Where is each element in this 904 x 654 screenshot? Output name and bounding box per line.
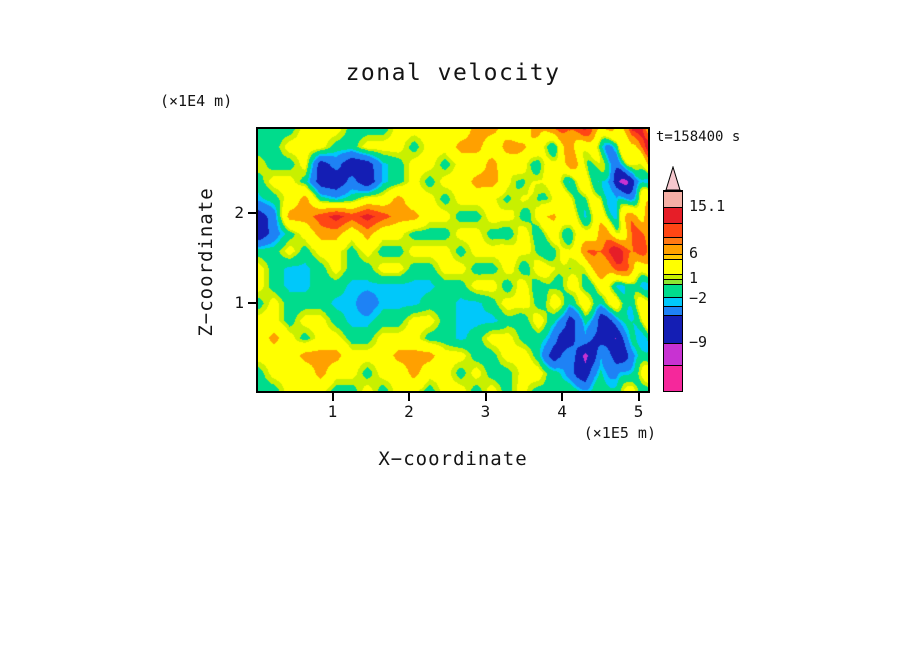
colorbar-segment (664, 207, 682, 223)
y-axis-units: (×1E4 m) (160, 92, 233, 110)
x-axis-label: X−coordinate (378, 448, 528, 470)
colorbar-segment (664, 343, 682, 365)
x-axis-tick (637, 393, 640, 401)
x-tick-label: 2 (404, 402, 414, 421)
colorbar-segment (664, 244, 682, 254)
colorbar-segment (664, 191, 682, 207)
colorbar-segment (664, 274, 682, 279)
timestamp-label: t=158400 s (656, 129, 741, 145)
colorbar-tick-label: −2 (689, 289, 708, 307)
colorbar-tick-label: −9 (689, 333, 708, 351)
x-axis-tick (561, 393, 564, 401)
y-axis-label: Z−coordinate (195, 187, 217, 337)
plot-area (256, 127, 650, 393)
colorbar-tick-label: 1 (689, 269, 699, 287)
x-tick-label: 5 (633, 402, 644, 421)
x-axis-tick (484, 393, 487, 401)
colorbar-segment (664, 259, 682, 274)
x-axis-units: (×1E5 m) (583, 424, 656, 442)
colorbar-tick-label: 15.1 (689, 197, 726, 215)
colorbar-segment (664, 284, 682, 297)
x-tick-label: 4 (557, 402, 567, 421)
colorbar-scale (663, 190, 683, 392)
colorbar: 15.1 6 1 −2 −9 (663, 166, 733, 396)
colorbar-segment (664, 297, 682, 306)
colorbar-tick-label: 6 (689, 244, 699, 262)
y-axis-tick (248, 301, 256, 304)
colorbar-segment (664, 365, 682, 391)
colorbar-segment (664, 279, 682, 284)
x-tick-label: 3 (480, 402, 491, 421)
x-axis-tick (331, 393, 334, 401)
x-axis-tick (408, 393, 410, 401)
y-tick-label: 2 (234, 202, 244, 222)
heatmap-canvas (258, 129, 648, 391)
x-tick-label: 1 (327, 402, 338, 421)
colorbar-segment (664, 254, 682, 259)
colorbar-segment (664, 237, 682, 244)
y-axis-tick (248, 211, 256, 214)
chart-title: zonal velocity (345, 60, 561, 86)
colorbar-segment (664, 315, 682, 343)
y-tick-label: 1 (234, 292, 244, 312)
colorbar-arrow-icon (665, 166, 681, 190)
colorbar-segment (664, 306, 682, 315)
colorbar-segment (664, 223, 682, 237)
